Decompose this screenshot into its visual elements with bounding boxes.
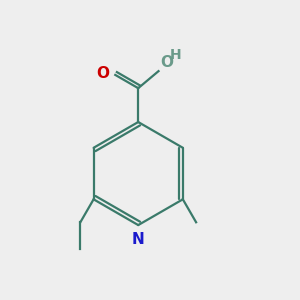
Text: O: O: [160, 55, 173, 70]
Text: O: O: [96, 66, 110, 81]
Text: N: N: [132, 232, 145, 247]
Text: H: H: [170, 48, 181, 62]
